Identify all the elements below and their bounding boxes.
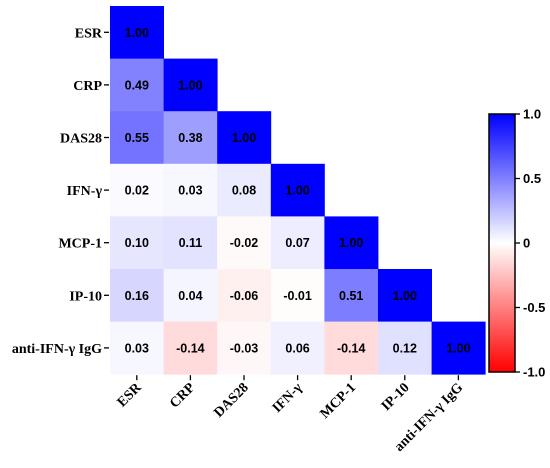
cell-value-label: 0.11 xyxy=(179,236,203,250)
heatmap-cell xyxy=(378,321,432,375)
column-label: IP-10 xyxy=(379,380,413,414)
row-label: CRP xyxy=(73,79,102,94)
heatmap-cell xyxy=(270,216,325,270)
heatmap-cell xyxy=(110,111,164,165)
cell-value-label: 0.06 xyxy=(285,341,309,355)
cell-value-label: 1.00 xyxy=(125,26,149,40)
cell-value-label: 1.00 xyxy=(232,131,256,145)
heatmap-cell xyxy=(217,163,272,217)
heatmap-cell xyxy=(324,269,379,322)
heatmap-cell xyxy=(163,321,218,375)
row-label: IP-10 xyxy=(69,289,102,304)
heatmap-cell xyxy=(217,269,272,322)
row-labels: ESR CRP DAS28 IFN-γ MCP-1 IP-10 anti-IFN-γ IgG xyxy=(12,26,109,357)
heatmap-cell xyxy=(163,58,218,112)
heatmap-cell xyxy=(110,269,164,322)
heatmap-cell xyxy=(110,216,164,270)
column-label: ESR xyxy=(115,380,145,410)
cell-value-label: 0.04 xyxy=(178,289,202,303)
column-label: MCP-1 xyxy=(318,380,359,421)
cell-value-label: 1.00 xyxy=(446,341,470,355)
cell-value-label: 0.55 xyxy=(125,131,149,145)
cell-value-label: -0.01 xyxy=(283,289,312,303)
heatmap-cell xyxy=(163,216,218,270)
cell-value-label: 1.00 xyxy=(339,236,363,250)
heatmap-cell xyxy=(270,269,325,322)
row-label: DAS28 xyxy=(60,132,102,147)
cell-value-label: 1.00 xyxy=(285,184,309,198)
cell-value-label: -0.02 xyxy=(230,236,259,250)
heatmap-cell xyxy=(110,6,164,59)
cell-value-label: -0.14 xyxy=(176,341,205,355)
cell-value-label: -0.03 xyxy=(230,341,259,355)
column-label: IFN-γ xyxy=(270,380,306,416)
heatmap-cell xyxy=(110,321,164,375)
row-label: IFN-γ xyxy=(67,184,103,199)
cell-value-label: 0.03 xyxy=(125,341,149,355)
heatmap-cell xyxy=(324,216,379,270)
heatmap-cell xyxy=(270,163,325,217)
colorbar-gradient xyxy=(488,113,516,373)
row-label: MCP-1 xyxy=(58,237,102,252)
row-label: ESR xyxy=(75,26,103,41)
cell-value-label: 0.16 xyxy=(125,289,149,303)
row-label: anti-IFN-γ IgG xyxy=(12,342,102,357)
colorbar-tick-label: 0.5 xyxy=(523,171,541,186)
colorbar-tick-label: -0.5 xyxy=(523,300,545,315)
heatmap-cell xyxy=(324,321,379,375)
colorbar-tick-label: 1.0 xyxy=(523,107,541,122)
cell-value-label: 0.12 xyxy=(393,341,417,355)
heatmap-cell xyxy=(431,321,486,375)
cell-value-label: 1.00 xyxy=(178,78,202,92)
cell-value-label: 0.49 xyxy=(125,78,149,92)
heatmap-cell xyxy=(270,321,325,375)
cell-value-label: 0.07 xyxy=(285,236,309,250)
cell-value-label: 0.03 xyxy=(178,184,202,198)
heatmap-cell xyxy=(217,216,272,270)
heatmap-cell xyxy=(163,269,218,322)
cell-value-label: 0.38 xyxy=(178,131,202,145)
heatmap-cell xyxy=(217,321,272,375)
column-label: DAS28 xyxy=(212,380,252,420)
heatmap-cell xyxy=(110,163,164,217)
cell-value-label: 1.00 xyxy=(393,289,417,303)
cell-value-label: -0.14 xyxy=(337,341,366,355)
colorbar-tick-label: -1.0 xyxy=(523,365,545,380)
colorbar-tick-label: 0 xyxy=(523,236,530,251)
cell-value-label: 0.02 xyxy=(125,184,149,198)
cell-value-label: -0.06 xyxy=(230,289,259,303)
heatmap-cell xyxy=(378,269,432,322)
heatmap-cell xyxy=(217,111,272,165)
colorbar-ticks: 1.0 0.5 0 -0.5 -1.0 xyxy=(515,107,545,380)
cell-value-label: 0.10 xyxy=(125,236,149,250)
heatmap-cells xyxy=(110,6,486,375)
colorbar: 1.0 0.5 0 -0.5 -1.0 xyxy=(488,107,545,380)
heatmap-cell xyxy=(163,111,218,165)
heatmap-cell xyxy=(110,58,164,112)
heatmap-cell xyxy=(163,163,218,217)
cell-values: 1.00 0.49 1.00 0.55 0.38 1.00 0.02 0.03 0.08 1.00… xyxy=(125,26,471,356)
column-label: CRP xyxy=(167,380,198,411)
cell-value-label: 0.51 xyxy=(339,289,363,303)
cell-value-label: 0.08 xyxy=(232,184,256,198)
